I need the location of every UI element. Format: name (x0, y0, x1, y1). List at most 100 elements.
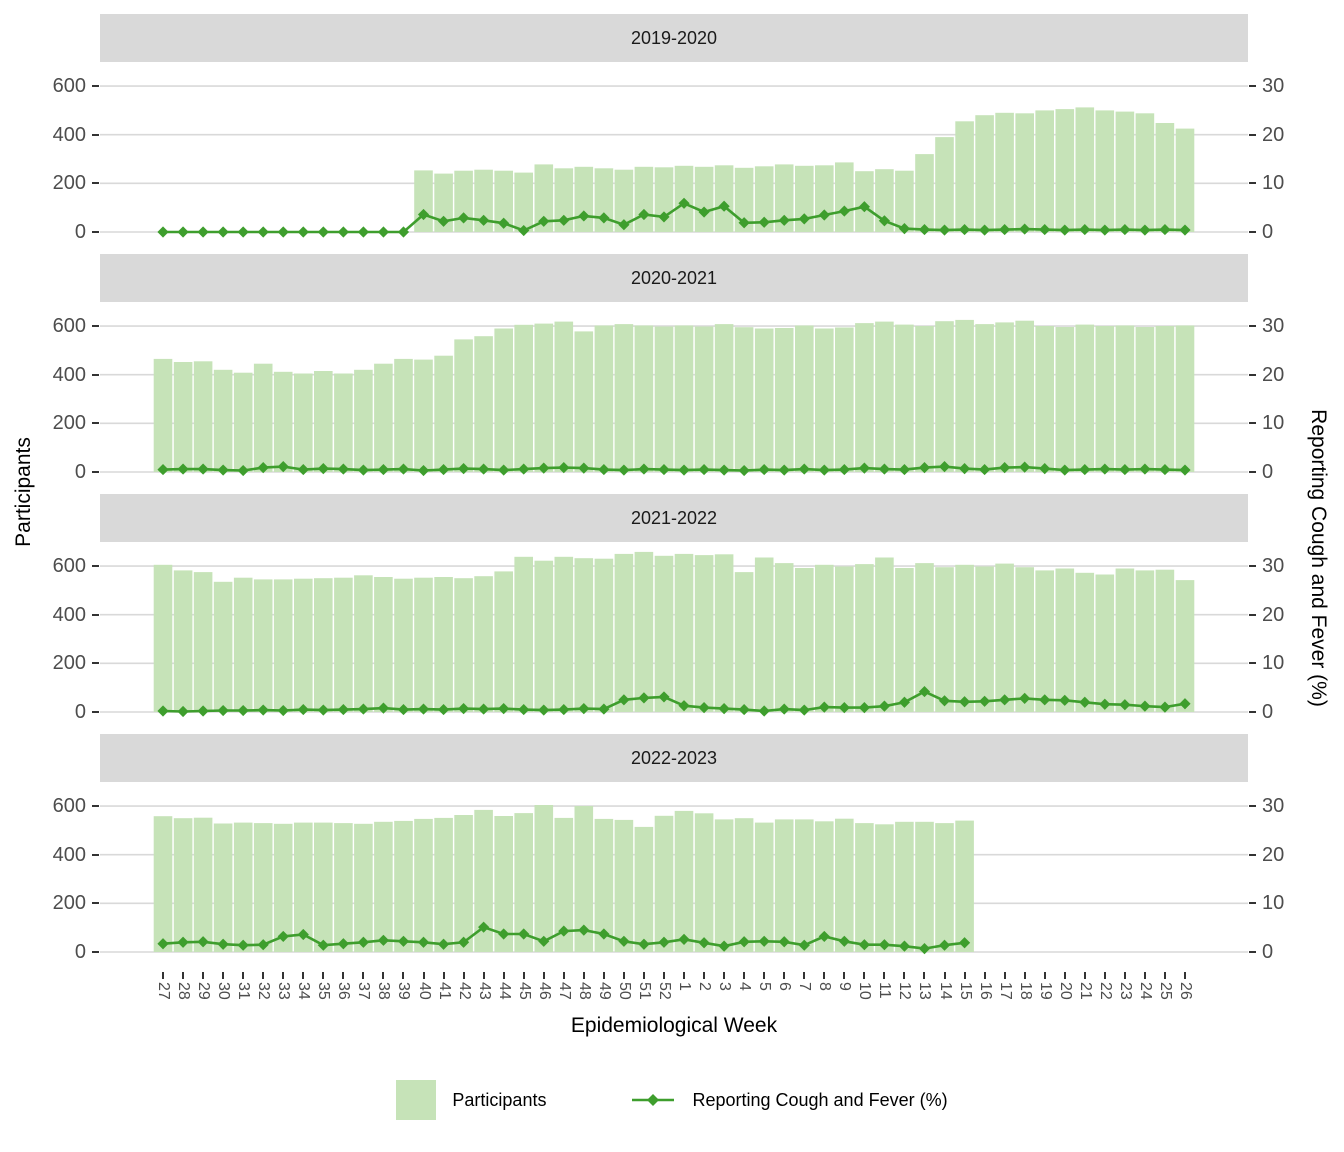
x-tick-mark (182, 972, 184, 979)
cough-fever-point (898, 463, 911, 476)
participants-bar (614, 553, 634, 712)
right-tick-label: 10 (1262, 892, 1285, 914)
participants-bar (875, 321, 894, 472)
participants-bar (835, 818, 854, 952)
facet-strip-2022-2023: 2022-2023 (100, 734, 1248, 782)
cough-fever-point (658, 936, 670, 948)
right-tick-mark (1249, 711, 1256, 713)
participants-bar (454, 170, 473, 232)
cough-fever-point (237, 226, 249, 238)
x-tick-label-week-34: 34 (295, 982, 312, 1000)
x-tick-label-week-25: 25 (1157, 982, 1174, 1000)
participants-bar (734, 572, 754, 712)
participants-bar (233, 577, 253, 712)
participants-bar (494, 571, 513, 712)
cough-fever-point (1079, 463, 1091, 476)
x-tick-label-week-18: 18 (1017, 982, 1034, 1000)
participants-bar (534, 560, 554, 712)
participants-bar (855, 564, 874, 712)
participants-bar (975, 115, 994, 232)
right-tick-label: 30 (1262, 315, 1285, 337)
x-tick-mark (603, 972, 605, 979)
left-tick-mark (92, 711, 99, 713)
participants-bar (273, 371, 293, 472)
cough-fever-point (1179, 224, 1191, 236)
x-tick-label-week-5: 5 (756, 982, 773, 991)
left-tick-mark (92, 134, 99, 136)
right-tick-label: 0 (1262, 941, 1274, 963)
participants-bar (394, 578, 413, 712)
right-tick-label: 20 (1262, 364, 1285, 386)
x-tick-label-week-13: 13 (916, 982, 933, 1000)
participants-bar (434, 173, 453, 232)
participants-bar (774, 328, 794, 472)
cough-fever-point (397, 226, 410, 238)
x-tick-mark (322, 972, 324, 979)
participants-bar (334, 373, 353, 472)
participants-bar (975, 566, 994, 712)
cough-fever-point (157, 226, 169, 238)
right-tick-mark (1249, 134, 1256, 136)
cough-fever-point (638, 938, 650, 950)
participants-bar (474, 809, 493, 952)
facet-strip-2021-2022: 2021-2022 (100, 494, 1248, 542)
right-tick-label: 30 (1262, 795, 1285, 817)
x-tick-mark (162, 972, 164, 979)
left-tick-mark (92, 231, 99, 233)
participants-bar (153, 816, 173, 952)
right-tick-label: 10 (1262, 172, 1285, 194)
x-tick-label-week-12: 12 (896, 982, 913, 1000)
facet-plot-2022-2023 (100, 805, 1248, 955)
x-tick-label-week-30: 30 (215, 982, 232, 1000)
cough-fever-point (698, 206, 710, 218)
participants-bar (815, 564, 834, 712)
right-tick-label: 20 (1262, 124, 1285, 146)
cough-fever-point (978, 463, 991, 476)
participants-bar (474, 336, 493, 472)
x-tick-label-week-29: 29 (195, 982, 212, 1000)
cough-fever-point (818, 209, 830, 221)
cough-fever-point (478, 214, 490, 226)
participants-bar (314, 371, 333, 472)
right-tick-mark (1249, 325, 1256, 327)
facet-plot-2020-2021 (100, 319, 1248, 477)
cough-fever-point (878, 939, 891, 951)
x-tick-label-week-2: 2 (696, 982, 713, 991)
cough-fever-point (638, 208, 650, 221)
x-tick-mark (643, 972, 645, 979)
cough-fever-point (638, 692, 650, 704)
cough-fever-line (162, 465, 1186, 472)
left-tick-label: 200 (52, 892, 86, 914)
participants-bar (574, 331, 594, 472)
participants-bar (674, 553, 694, 712)
participants-bar (434, 817, 453, 952)
x-tick-label-week-49: 49 (596, 982, 613, 1000)
participants-bar (334, 577, 353, 712)
participants-bar (233, 372, 253, 472)
cough-fever-point (417, 936, 430, 948)
participants-bar (474, 576, 493, 712)
participants-bar (694, 166, 714, 232)
x-tick-mark (823, 972, 825, 979)
participants-bar (915, 326, 934, 472)
x-tick-mark (723, 972, 725, 979)
participants-bar (534, 164, 554, 232)
participants-bar (554, 321, 574, 472)
cough-fever-point (658, 691, 670, 703)
left-tick-label: 0 (74, 701, 86, 723)
cough-fever-point (858, 201, 870, 213)
participants-bar (494, 170, 513, 232)
x-tick-label-week-46: 46 (536, 982, 553, 1000)
right-tick-mark (1249, 951, 1256, 953)
cough-fever-point (1019, 461, 1031, 473)
cough-fever-point (377, 226, 390, 238)
left-tick-label: 400 (52, 124, 86, 146)
cough-fever-point (718, 702, 730, 715)
participants-bar (674, 325, 694, 472)
cough-fever-point (978, 224, 991, 236)
x-tick-mark (402, 972, 404, 979)
cough-fever-point (838, 702, 850, 714)
left-tick-label: 400 (52, 844, 86, 866)
cough-fever-point (1119, 223, 1131, 236)
cough-fever-point (958, 223, 971, 236)
